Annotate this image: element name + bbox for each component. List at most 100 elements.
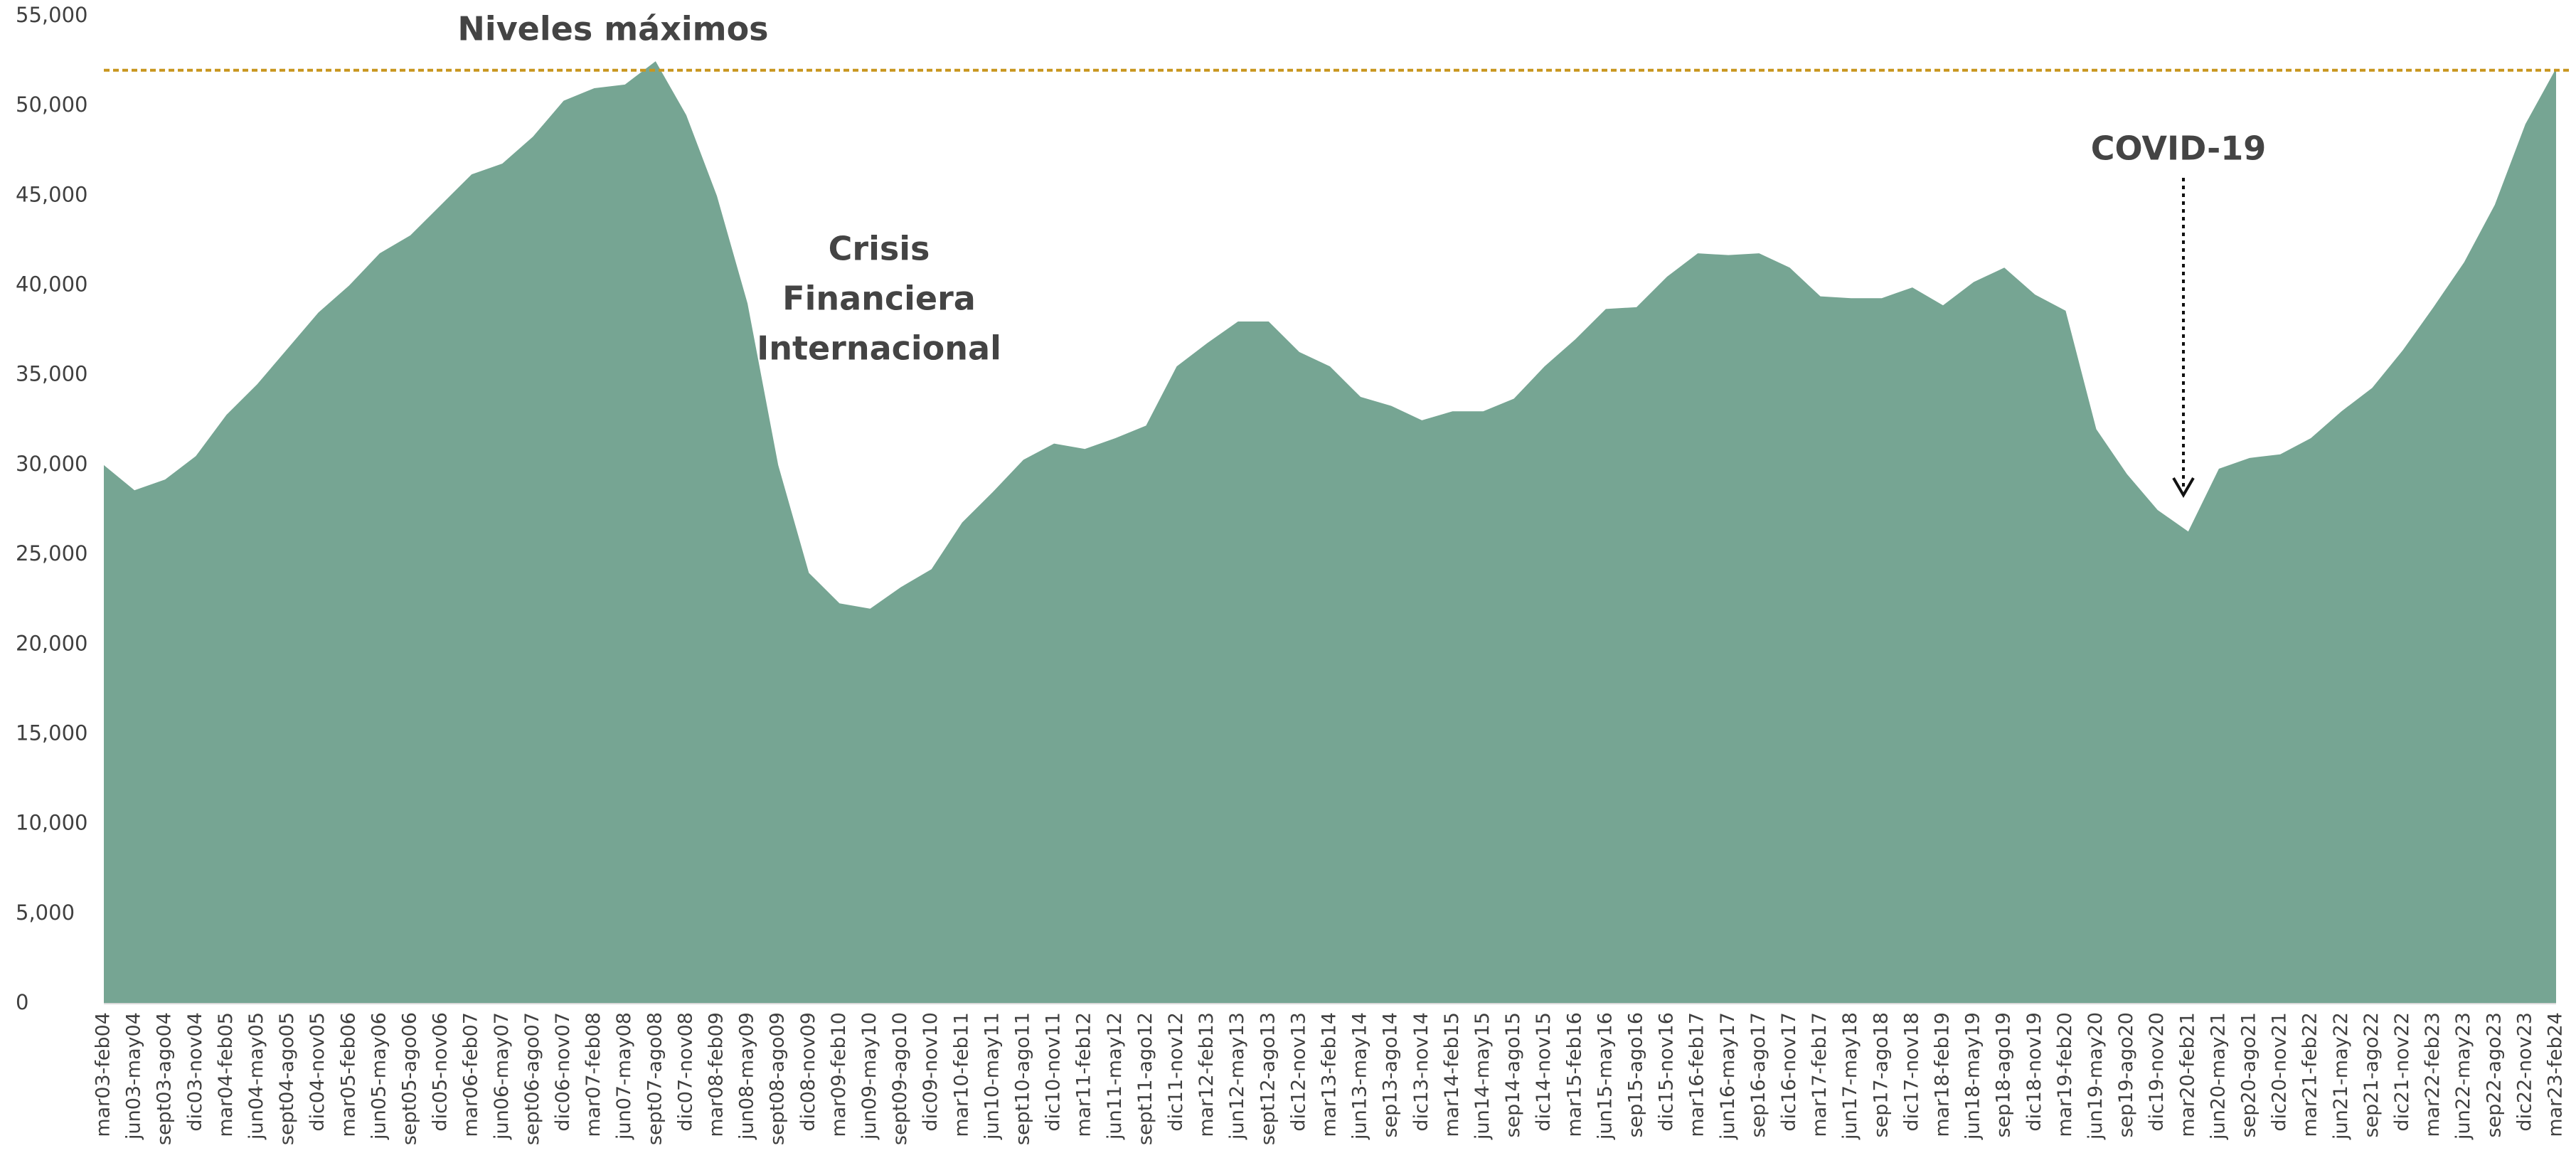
x-tick-label: mar17-feb17 xyxy=(1809,1012,1831,1137)
x-tick-label: jun17-may18 xyxy=(1839,1012,1861,1140)
x-tick-label: sept03-ago04 xyxy=(154,1012,176,1145)
x-tick-label: jun13-may14 xyxy=(1349,1012,1371,1140)
x-tick-label: sept12-ago13 xyxy=(1257,1012,1279,1145)
y-tick-label: 55,000 xyxy=(16,3,87,27)
x-tick-label: mar07-feb08 xyxy=(582,1012,605,1137)
x-tick-label: sep20-ago21 xyxy=(2238,1012,2260,1137)
x-tick-label: mar21-feb22 xyxy=(2299,1012,2321,1137)
x-tick-label: dic10-nov11 xyxy=(1043,1012,1065,1132)
x-tick-label: dic21-nov22 xyxy=(2391,1012,2413,1132)
x-tick-label: mar11-feb12 xyxy=(1073,1012,1095,1137)
x-tick-label: jun03-may04 xyxy=(123,1012,145,1140)
x-tick-label: sept04-ago05 xyxy=(276,1012,298,1145)
x-tick-label: dic11-nov12 xyxy=(1165,1012,1187,1132)
x-tick-label: jun11-may12 xyxy=(1104,1012,1126,1140)
x-tick-label: mar15-feb16 xyxy=(1563,1012,1585,1137)
y-tick-label: 50,000 xyxy=(16,92,87,117)
x-tick-label: jun06-may07 xyxy=(491,1012,513,1140)
annotation: Crisis xyxy=(829,230,930,268)
x-tick-label: jun19-may20 xyxy=(2085,1012,2107,1140)
annotation: Financiera xyxy=(782,280,976,318)
x-tick-label: dic22-nov23 xyxy=(2513,1012,2535,1132)
x-tick-label: jun15-may16 xyxy=(1594,1012,1616,1140)
x-tick-label: mar12-feb13 xyxy=(1196,1012,1218,1137)
x-tick-label: mar03-feb04 xyxy=(92,1012,115,1137)
x-tick-label: sep15-ago16 xyxy=(1625,1012,1647,1137)
x-tick-label: jun09-may10 xyxy=(858,1012,880,1140)
x-tick-label: sept06-ago07 xyxy=(521,1012,543,1145)
x-tick-label: mar09-feb10 xyxy=(828,1012,850,1137)
y-tick-label: 5,000 xyxy=(16,900,75,925)
x-tick-label: jun08-may09 xyxy=(736,1012,758,1140)
x-tick-label: dic19-nov20 xyxy=(2146,1012,2168,1132)
x-tick-label: sep14-ago15 xyxy=(1502,1012,1524,1137)
y-tick-label: 45,000 xyxy=(16,182,87,206)
x-tick-label: sep21-ago22 xyxy=(2361,1012,2383,1137)
x-tick-label: sep17-ago18 xyxy=(1870,1012,1892,1137)
x-tick-label: sept07-ago08 xyxy=(644,1012,666,1145)
x-tick-label: sep18-ago19 xyxy=(1993,1012,2015,1137)
max-line-label: Niveles máximos xyxy=(457,10,768,48)
x-tick-label: mar20-feb21 xyxy=(2176,1012,2198,1137)
x-tick-label: sep16-ago17 xyxy=(1747,1012,1769,1137)
x-tick-label: mar19-feb20 xyxy=(2054,1012,2076,1137)
annotation: COVID-19 xyxy=(2091,129,2267,168)
y-tick-label: 25,000 xyxy=(16,541,87,565)
x-tick-label: jun22-may23 xyxy=(2452,1012,2474,1140)
x-tick-label: dic03-nov04 xyxy=(184,1012,206,1132)
x-tick-label: dic20-nov21 xyxy=(2269,1012,2291,1132)
x-tick-label: sep13-ago14 xyxy=(1380,1012,1402,1137)
x-tick-label: dic04-nov05 xyxy=(307,1012,329,1132)
x-tick-label: mar05-feb06 xyxy=(337,1012,359,1137)
x-tick-label: mar23-feb24 xyxy=(2545,1012,2567,1137)
x-tick-label: jun21-may22 xyxy=(2330,1012,2352,1140)
x-tick-label: jun14-may15 xyxy=(1471,1012,1494,1140)
annotation: Internacional xyxy=(757,329,1001,368)
x-tick-label: sept05-ago06 xyxy=(399,1012,421,1145)
x-tick-label: dic07-nov08 xyxy=(674,1012,696,1132)
x-tick-label: dic17-nov18 xyxy=(1900,1012,1922,1132)
x-tick-label: mar22-feb23 xyxy=(2422,1012,2444,1137)
x-tick-label: sept11-ago12 xyxy=(1134,1012,1156,1145)
x-tick-label: dic05-nov06 xyxy=(430,1012,452,1132)
arrow-head xyxy=(2172,477,2195,498)
x-tick-label: jun16-may17 xyxy=(1717,1012,1739,1140)
x-tick-label: mar13-feb14 xyxy=(1319,1012,1341,1137)
y-tick-label: 30,000 xyxy=(16,452,87,476)
y-tick-label: 35,000 xyxy=(16,362,87,386)
x-tick-label: mar08-feb09 xyxy=(706,1012,728,1137)
x-tick-label: mar16-feb17 xyxy=(1686,1012,1708,1137)
x-tick-label: mar14-feb15 xyxy=(1441,1012,1463,1137)
x-tick-label: sep19-ago20 xyxy=(2115,1012,2137,1137)
x-tick-label: jun07-may08 xyxy=(613,1012,635,1140)
x-tick-label: jun12-may13 xyxy=(1226,1012,1248,1140)
area xyxy=(104,61,2556,1004)
y-tick-label: 0 xyxy=(16,990,28,1014)
x-tick-label: sep22-ago23 xyxy=(2483,1012,2505,1137)
plot xyxy=(104,61,2556,1004)
x-tick-label: jun20-may21 xyxy=(2207,1012,2229,1140)
x-tick-label: mar06-feb07 xyxy=(460,1012,482,1137)
x-tick-label: mar04-feb05 xyxy=(215,1012,237,1137)
y-tick-label: 20,000 xyxy=(16,631,87,655)
x-tick-label: jun04-may05 xyxy=(245,1012,267,1140)
x-tick-label: dic13-nov14 xyxy=(1410,1012,1432,1132)
x-tick-label: jun10-may11 xyxy=(981,1012,1003,1140)
y-tick-label: 10,000 xyxy=(16,811,87,835)
x-tick-label: dic09-nov10 xyxy=(920,1012,942,1132)
x-tick-label: mar10-feb11 xyxy=(950,1012,972,1137)
x-tick-label: jun05-may06 xyxy=(368,1012,390,1140)
y-tick-label: 15,000 xyxy=(16,721,87,745)
x-tick-label: dic14-nov15 xyxy=(1533,1012,1555,1132)
x-tick-label: dic06-nov07 xyxy=(552,1012,574,1132)
y-tick-label: 40,000 xyxy=(16,272,87,297)
x-tick-label: dic08-nov09 xyxy=(797,1012,819,1132)
x-tick-label: mar18-feb19 xyxy=(1932,1012,1954,1137)
x-tick-label: sept09-ago10 xyxy=(889,1012,911,1145)
x-tick-label: dic16-nov17 xyxy=(1778,1012,1800,1132)
x-tick-label: dic15-nov16 xyxy=(1656,1012,1678,1132)
x-tick-label: dic18-nov19 xyxy=(2023,1012,2045,1132)
x-tick-label: sept10-ago11 xyxy=(1012,1012,1034,1145)
